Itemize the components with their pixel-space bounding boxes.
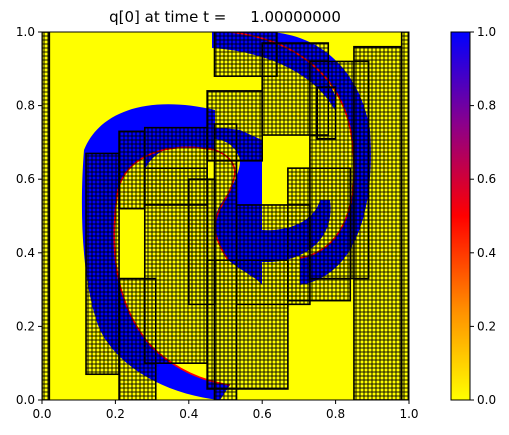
chart-title: q[0] at time t = 1.00000000 xyxy=(109,8,341,26)
amr-patch-outline-2 xyxy=(85,152,120,376)
amr-patch-grid-1 xyxy=(401,32,409,400)
amr-patch-grid-14 xyxy=(207,90,263,161)
colorbar-gradient xyxy=(450,31,471,401)
x-tick-label: 0.4 xyxy=(179,407,198,421)
colorbar-tick-label: 0.0 xyxy=(477,393,496,407)
amr-patch-outline-6 xyxy=(143,126,208,206)
amr-patch-outline-17 xyxy=(213,32,278,77)
y-tick-label: 0.2 xyxy=(16,319,35,333)
y-tick-label: 0.4 xyxy=(16,246,35,260)
colorbar-tick-label: 1.0 xyxy=(477,25,496,39)
amr-patch-grid-17 xyxy=(214,32,277,77)
amr-patch-grid-16 xyxy=(317,87,336,139)
amr-patch-grid-2 xyxy=(86,153,120,375)
colorbar-tick-label: 0.8 xyxy=(477,99,496,113)
amr-patch-outline-0 xyxy=(42,32,51,400)
plot-area xyxy=(42,32,409,400)
x-tick-label: 1.0 xyxy=(399,407,418,421)
amr-patches xyxy=(42,32,409,400)
x-tick-label: 0.0 xyxy=(32,407,51,421)
x-tick-label: 0.2 xyxy=(106,407,125,421)
colorbar-tick-label: 0.4 xyxy=(477,246,496,260)
colorbar: 0.0 0.2 0.4 0.6 0.8 1.0 xyxy=(450,25,496,407)
amr-patch-outline-16 xyxy=(316,86,337,140)
amr-patch-grid-0 xyxy=(42,32,50,400)
colorbar-tick-label: 0.2 xyxy=(477,319,496,333)
x-tick-label: 0.8 xyxy=(326,407,345,421)
plot-frame xyxy=(41,31,410,401)
y-tick-label: 1.0 xyxy=(16,25,35,39)
y-tick-label: 0.6 xyxy=(16,172,35,186)
colorbar-tick-label: 0.6 xyxy=(477,172,496,186)
x-axis: 0.0 0.2 0.4 0.6 0.8 1.0 xyxy=(32,400,419,421)
amr-patch-grid-13 xyxy=(353,46,402,400)
y-tick-label: 0.0 xyxy=(16,393,35,407)
y-tick-label: 0.8 xyxy=(16,99,35,113)
y-axis: 0.0 0.2 0.4 0.6 0.8 1.0 xyxy=(16,25,42,407)
amr-patch-grid-5 xyxy=(119,131,145,209)
amr-patch-outline-13 xyxy=(353,45,403,400)
x-tick-label: 0.6 xyxy=(253,407,272,421)
colorbar-ticks: 0.0 0.2 0.4 0.6 0.8 1.0 xyxy=(470,25,496,407)
